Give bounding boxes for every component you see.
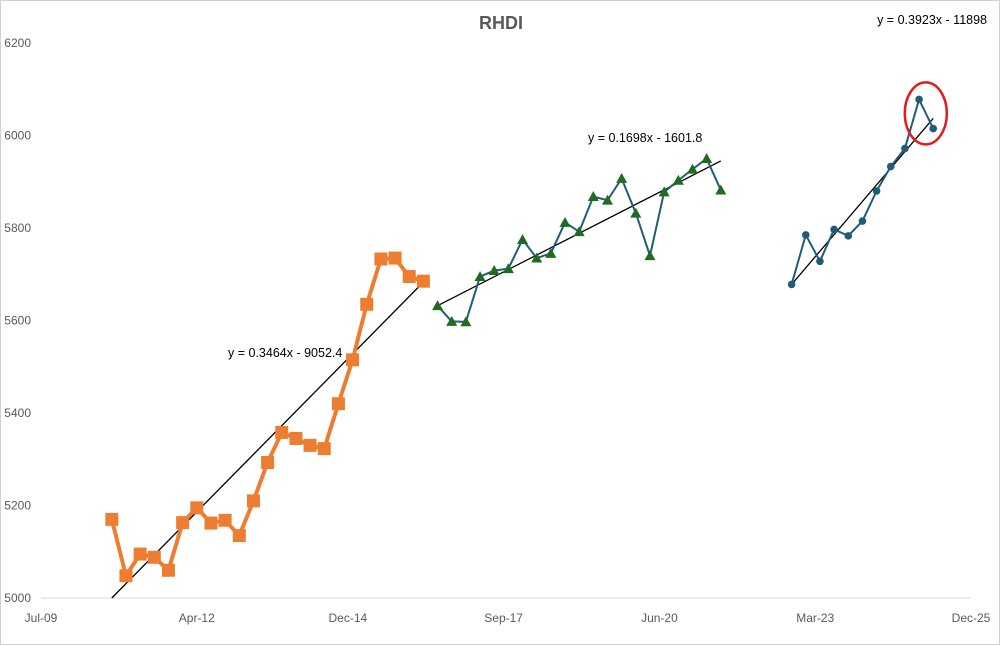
data-point	[275, 425, 289, 439]
data-point	[915, 95, 923, 104]
trendline	[111, 281, 424, 599]
x-tick-label: Mar-23	[796, 611, 834, 625]
axes: 5000 5200 5400 5600 5800 6000 6200 Jul-09 Apr-12…	[4, 36, 990, 625]
data-point	[844, 232, 853, 240]
trendline	[791, 117, 934, 285]
data-point	[105, 512, 119, 526]
y-tick-label: 5400	[4, 406, 31, 420]
series-line	[109, 256, 425, 578]
data-point	[701, 153, 713, 164]
data-point	[801, 231, 810, 239]
data-point	[432, 300, 444, 311]
data-point	[289, 431, 303, 445]
data-point	[787, 280, 796, 289]
data-point	[816, 257, 824, 266]
data-point	[161, 563, 175, 577]
data-point	[488, 265, 500, 275]
data-point	[517, 234, 529, 244]
data-point	[658, 186, 670, 197]
data-point	[872, 187, 881, 195]
x-tick-label: Sep-17	[484, 611, 523, 625]
data-point	[474, 271, 486, 281]
data-point	[616, 173, 628, 183]
y-tick-label: 6200	[4, 36, 31, 50]
data-point	[545, 247, 557, 258]
data-point	[190, 501, 204, 515]
data-point	[715, 184, 727, 195]
data-point	[672, 174, 684, 185]
data-point	[218, 513, 232, 527]
data-point	[360, 297, 374, 311]
data-point	[460, 316, 472, 327]
data-point	[346, 353, 360, 367]
data-point	[886, 162, 895, 171]
data-point	[644, 250, 656, 261]
data-point	[416, 274, 430, 288]
y-tick-label: 5200	[4, 499, 31, 513]
trendline-equation: y = 0.3464x - 9052.4	[228, 346, 342, 360]
data-point	[317, 442, 331, 456]
trendline-equation: y = 0.1698x - 1601.8	[588, 131, 702, 145]
data-point	[261, 455, 275, 469]
data-point	[929, 124, 938, 133]
y-tick-label: 5600	[4, 314, 31, 328]
annotations	[903, 81, 949, 146]
y-tick-label: 5800	[4, 221, 31, 235]
series-1	[105, 251, 430, 583]
y-tick-label: 6000	[4, 129, 31, 143]
x-tick-label: Dec-14	[329, 611, 368, 625]
data-point	[601, 194, 613, 205]
x-tick-label: Jul-09	[25, 611, 58, 625]
data-point	[502, 263, 514, 274]
x-tick-label: Apr-12	[179, 611, 215, 625]
data-point	[388, 251, 402, 265]
data-point	[331, 397, 345, 411]
data-point	[303, 438, 317, 452]
data-point	[830, 225, 838, 234]
series-line	[790, 98, 935, 285]
data-point	[686, 163, 698, 174]
series-2	[432, 153, 727, 327]
highlight-ellipse	[903, 81, 949, 146]
data-point	[559, 216, 571, 227]
series-3	[787, 95, 938, 289]
data-point	[573, 226, 585, 237]
data-point	[119, 569, 133, 583]
y-tick-label: 5000	[4, 591, 31, 605]
data-point	[147, 550, 161, 564]
series-group	[105, 95, 938, 583]
trendline-equation: y = 0.3923x - 11898	[877, 13, 987, 27]
data-point	[901, 144, 909, 153]
data-point	[232, 529, 246, 543]
data-point	[858, 217, 867, 225]
data-point	[246, 494, 260, 508]
x-tick-label: Dec-25	[952, 611, 991, 625]
x-tick-label: Jun-20	[641, 611, 678, 625]
data-point	[587, 191, 599, 201]
data-point	[531, 252, 543, 263]
data-point	[176, 516, 190, 530]
chart-title: RHDI	[479, 13, 523, 33]
data-point	[402, 270, 416, 284]
data-point	[204, 516, 218, 530]
data-point	[133, 547, 147, 561]
data-point	[374, 252, 388, 266]
data-point	[630, 207, 642, 218]
trendlines: y = 0.3464x - 9052.4 y = 0.1698x - 1601.8…	[111, 13, 987, 599]
data-point	[446, 315, 458, 326]
